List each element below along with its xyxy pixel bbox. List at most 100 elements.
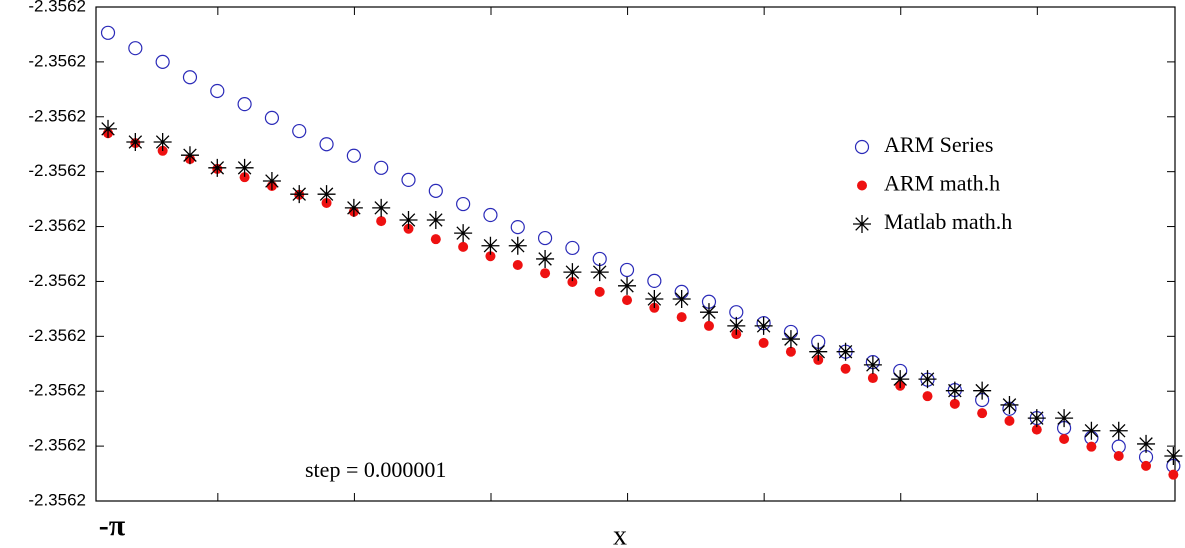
y-tick-label: -2.3562 (28, 436, 86, 455)
point (153, 133, 172, 152)
y-tick-label: -2.3562 (28, 106, 86, 125)
point (973, 381, 992, 400)
point (1004, 415, 1015, 426)
point (1027, 409, 1046, 428)
point (292, 123, 307, 139)
point (430, 234, 441, 245)
point (781, 330, 800, 349)
point (182, 70, 198, 85)
x-axis-label: x (613, 520, 627, 548)
point (239, 172, 250, 183)
point (836, 342, 855, 361)
point (155, 54, 170, 69)
point (1113, 450, 1124, 461)
point (290, 185, 309, 204)
point (563, 263, 582, 282)
annotation: step = 0.000001 (305, 457, 446, 482)
point (863, 355, 882, 374)
point (1000, 395, 1019, 414)
point (537, 230, 553, 246)
x-tick-label: -π (99, 509, 126, 542)
point (809, 342, 828, 361)
point (867, 373, 878, 384)
point (456, 196, 471, 212)
y-tick-label: -2.3562 (28, 216, 86, 235)
point (918, 370, 937, 389)
point (374, 160, 389, 175)
point (565, 240, 580, 256)
point (454, 224, 473, 243)
point (235, 158, 254, 177)
point (428, 183, 443, 198)
y-tick-label: -2.3562 (28, 490, 86, 509)
legend-marker (857, 180, 867, 191)
y-tick-label: -2.3562 (28, 51, 86, 70)
point (1109, 421, 1128, 440)
point (208, 158, 227, 177)
point (536, 249, 555, 268)
point (426, 210, 445, 229)
point (729, 305, 744, 320)
point (949, 398, 960, 409)
legend-label: Matlab math.h (884, 209, 1012, 234)
legend-label: ARM Series (884, 132, 993, 157)
point (458, 241, 469, 252)
point (840, 363, 851, 374)
point (1055, 409, 1074, 428)
point (647, 273, 662, 288)
point (1082, 421, 1101, 440)
point (262, 171, 281, 190)
point (319, 137, 334, 152)
y-tick-label: -2.3562 (28, 271, 86, 290)
legend-marker (854, 139, 870, 155)
y-tick-label: -2.3562 (28, 0, 86, 15)
point (128, 41, 143, 56)
point (672, 290, 691, 309)
point (1168, 469, 1179, 480)
point (567, 276, 578, 287)
point (401, 172, 416, 187)
point (180, 146, 199, 165)
point (594, 286, 605, 297)
legend-marker (853, 215, 871, 233)
point (264, 110, 280, 125)
point (1164, 446, 1183, 465)
point (540, 268, 551, 279)
point (510, 220, 525, 235)
point (346, 148, 361, 163)
point (317, 185, 336, 204)
y-tick-label: -2.3562 (28, 326, 86, 345)
point (483, 207, 498, 223)
point (99, 119, 118, 138)
point (399, 210, 418, 229)
point (481, 236, 500, 255)
legend-label: ARM math.h (884, 171, 1000, 196)
point (100, 25, 116, 40)
point (676, 312, 687, 323)
point (1141, 460, 1152, 471)
point (237, 97, 252, 112)
point (344, 198, 363, 217)
point (210, 83, 225, 99)
point (372, 198, 391, 217)
point (619, 262, 635, 278)
point (1137, 434, 1156, 453)
point (485, 251, 496, 262)
plot-frame (95, 6, 1176, 502)
point (126, 133, 145, 152)
point (977, 408, 988, 419)
point (703, 320, 714, 331)
point (376, 216, 387, 227)
y-tick-label: -2.3562 (28, 161, 86, 180)
point (922, 391, 933, 402)
point (758, 337, 769, 348)
point (1059, 433, 1070, 444)
point (785, 346, 796, 357)
point (754, 316, 773, 335)
point (618, 276, 637, 295)
point (1086, 441, 1097, 452)
point (508, 236, 527, 255)
point (645, 290, 664, 309)
y-tick-label: -2.3562 (28, 381, 86, 400)
